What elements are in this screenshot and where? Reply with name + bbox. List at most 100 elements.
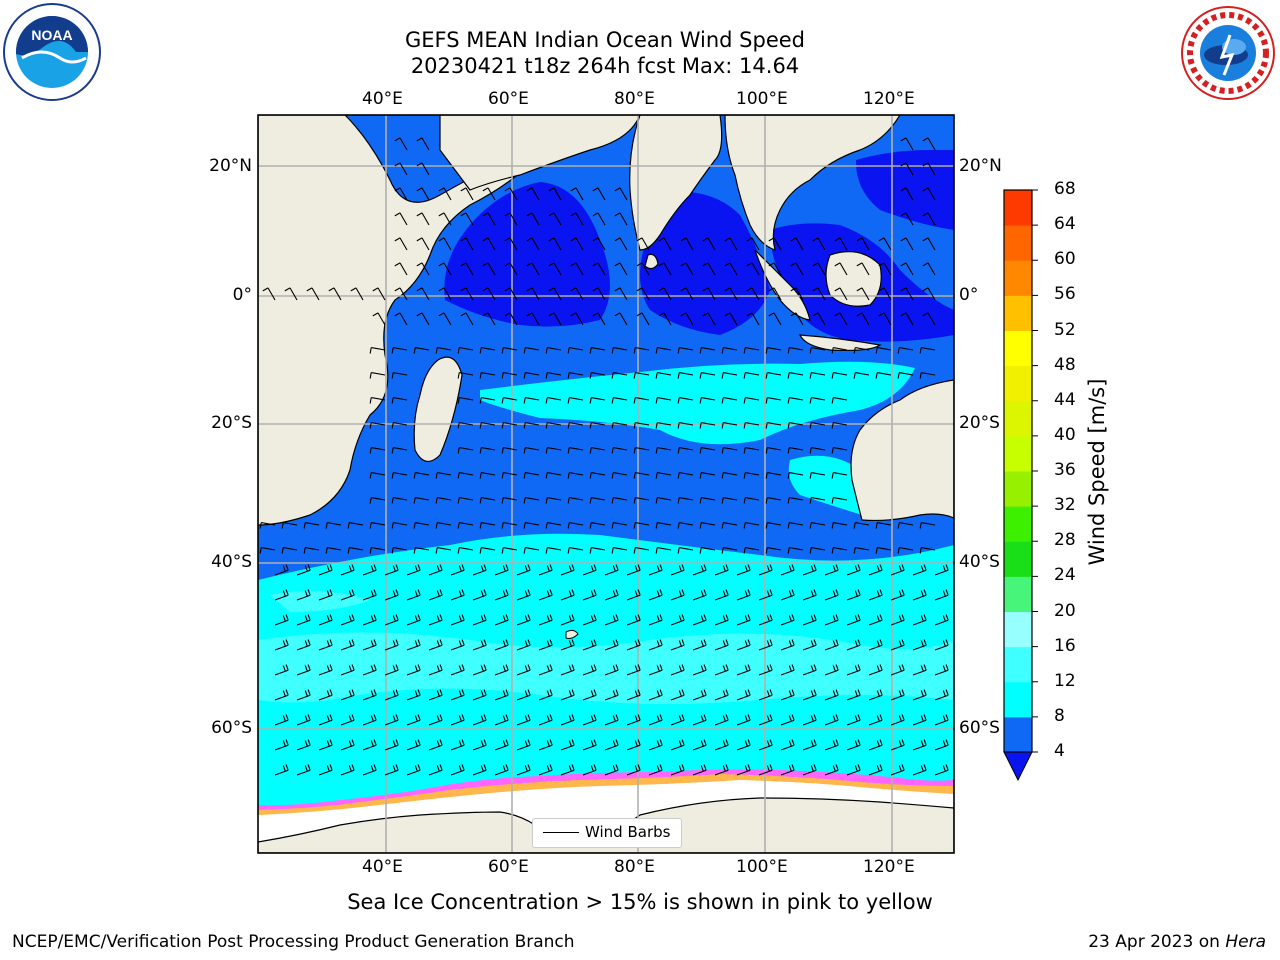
colorbar-tick-label: 68	[1054, 179, 1076, 199]
wind-barb	[318, 619, 333, 626]
wind-barb-flag	[810, 615, 814, 622]
wind-barb-flag	[747, 589, 751, 596]
wind-barb	[773, 287, 782, 301]
wind-barb-flag	[856, 312, 863, 317]
wind-barb	[685, 287, 694, 301]
wind-barb	[802, 694, 817, 701]
wind-barb	[547, 447, 562, 451]
wind-barb	[692, 569, 707, 576]
wind-barb	[296, 719, 311, 726]
wind-barb-flag	[438, 237, 445, 242]
wind-barb-flag	[391, 547, 394, 554]
colorbar-tick-label: 28	[1054, 530, 1076, 551]
wind-barb	[912, 594, 927, 601]
wind-barb-flag	[527, 764, 531, 771]
wind-barb	[553, 237, 562, 251]
wind-barb	[547, 422, 562, 426]
wind-barb-flag	[633, 347, 636, 354]
wind-barb	[780, 644, 795, 651]
wind-barb	[767, 372, 782, 376]
wind-barb-flag	[281, 547, 284, 554]
wind-barb-flag	[546, 715, 550, 722]
wind-barb-flag	[634, 740, 638, 747]
wind-barb-flag	[809, 472, 812, 479]
wind-barb-flag	[831, 347, 834, 354]
wind-barb-flag	[329, 764, 333, 771]
wind-barb	[824, 594, 839, 601]
wind-barb-flag	[436, 690, 440, 697]
wind-barb-flag	[812, 312, 819, 317]
wind-barb	[472, 594, 487, 601]
wind-barb-flag	[570, 187, 577, 192]
wind-barb-flag	[502, 665, 506, 672]
wind-barb-flag	[898, 615, 902, 622]
wind-barb-flag	[876, 665, 880, 672]
wind-barb-flag	[504, 287, 511, 292]
wind-barb-flag	[501, 347, 504, 354]
wind-barb-flag	[590, 615, 594, 622]
map-title: GEFS MEAN Indian Ocean Wind Speed	[404, 28, 806, 52]
wind-barb-flag	[677, 347, 680, 354]
wind-barb-flag	[524, 565, 528, 572]
land-borneo	[825, 251, 882, 307]
wind-barb-flag	[483, 639, 487, 646]
wind-barb	[604, 594, 619, 601]
wind-barb-flag	[350, 287, 357, 292]
wind-barb	[450, 644, 465, 651]
wind-barb-flag	[633, 422, 636, 429]
wind-barb	[274, 744, 289, 751]
wind-barb-flag	[369, 472, 372, 479]
wind-barb-flag	[747, 664, 751, 671]
wind-barb	[701, 522, 716, 526]
wind-barb-flag	[879, 564, 883, 571]
wind-barb-flag	[348, 590, 352, 597]
wind-barb-flag	[637, 764, 641, 771]
wind-barb-flag	[480, 590, 484, 597]
lon-tick-bottom-100: 100°E	[736, 857, 788, 877]
colorbar-segment	[1004, 506, 1032, 542]
wind-barb	[569, 547, 584, 551]
lat-tick-right-40s: 40°S	[959, 552, 1000, 572]
wind-barb	[494, 594, 509, 601]
wind-barb	[890, 769, 905, 776]
wind-barb-flag	[372, 287, 379, 292]
wind-barb-flag	[438, 212, 445, 217]
map-frame	[257, 114, 955, 854]
wind-barb	[626, 719, 641, 726]
wind-barb-flag	[898, 740, 902, 747]
wind-barb-flag	[394, 287, 401, 292]
wind-barb	[406, 719, 421, 726]
wind-barb	[839, 262, 848, 276]
wind-barb-flag	[831, 447, 834, 454]
wind-barb	[701, 372, 716, 376]
wind-barb	[635, 547, 650, 551]
wind-barb-flag	[458, 640, 462, 647]
wind-barb-legend-line	[543, 832, 579, 833]
wind-barb-flag	[370, 590, 374, 597]
wind-barb-flag	[831, 372, 834, 379]
wind-barb-flag	[285, 589, 289, 596]
wind-barb-flag	[373, 639, 377, 646]
wind-barb-flag	[633, 372, 636, 379]
wind-barb-flag	[282, 715, 286, 722]
wind-barb-flag	[813, 664, 817, 671]
wind-barb	[899, 522, 914, 526]
wind-barb	[846, 594, 861, 601]
wind-barb	[575, 287, 584, 301]
wind-barb	[569, 522, 584, 526]
wind-barb-flag	[458, 690, 462, 697]
wind-barb-flag	[348, 715, 352, 722]
wind-barb	[494, 744, 509, 751]
wind-barb-flag	[680, 262, 687, 267]
wind-barb	[509, 237, 518, 251]
wind-barb-flag	[615, 689, 619, 696]
wind-barb	[459, 422, 474, 426]
wind-barb-flag	[259, 522, 262, 529]
wind-barb	[626, 594, 641, 601]
wind-barb-flag	[901, 764, 905, 771]
wind-barb	[692, 769, 707, 776]
wind-barb-flag	[458, 740, 462, 747]
wind-barb-flag	[394, 312, 401, 317]
wind-barb	[626, 769, 641, 776]
